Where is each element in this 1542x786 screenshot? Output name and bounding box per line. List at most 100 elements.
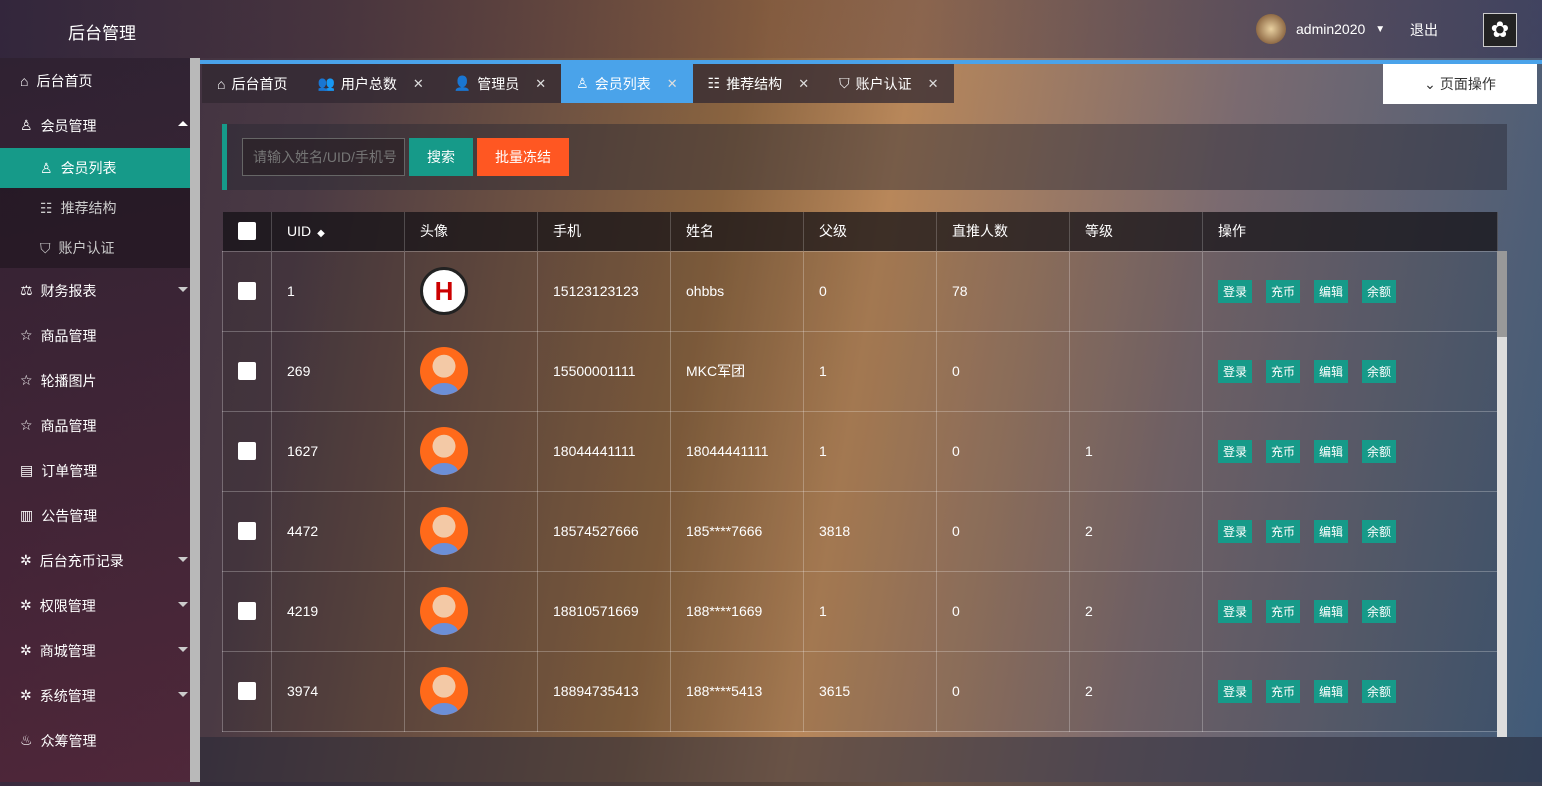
sidebar-item-label: 众筹管理	[40, 732, 97, 749]
row-checkbox[interactable]	[238, 362, 256, 381]
main-area: ⌂ 后台首页 👥 用户总数 ✕ 👤 管理员 ✕ ♙ 会员列表 ✕ ☷ 推荐结构 ✕ ⛉ 账户认证 ✕ ⌄ 页面操作…	[200, 60, 1542, 786]
actions-cell: 登录 充币 编辑 余额	[1202, 330, 1498, 412]
direct-value: 0	[952, 363, 960, 379]
action-button-3[interactable]: 余额	[1362, 519, 1397, 543]
sidebar-item[interactable]: ☆ 商品管理	[0, 403, 190, 448]
sidebar-item[interactable]: ♙ 会员管理	[0, 103, 190, 148]
action-button-3[interactable]: 余额	[1362, 679, 1397, 703]
action-button-0[interactable]: 登录	[1218, 439, 1253, 463]
chevron-down-icon	[178, 557, 188, 567]
action-button-3[interactable]: 余额	[1362, 359, 1397, 383]
action-button-2[interactable]: 编辑	[1314, 279, 1349, 303]
sidebar-item[interactable]: ✲ 系统管理	[0, 673, 190, 718]
close-icon[interactable]: ✕	[412, 75, 424, 91]
sidebar-subitem[interactable]: ♙ 会员列表	[0, 148, 190, 188]
actions-cell: 登录 充币 编辑 余额	[1202, 410, 1498, 492]
sort-icon[interactable]: ◆	[317, 228, 325, 240]
flower-logo-icon[interactable]: ✿	[1483, 13, 1517, 47]
sidebar-subitem-icon: ⛉	[40, 239, 51, 256]
action-button-2[interactable]: 编辑	[1314, 359, 1349, 383]
action-button-0[interactable]: 登录	[1218, 279, 1253, 303]
checkbox-cell	[222, 570, 272, 652]
batch-freeze-button[interactable]: 批量冻结	[477, 138, 569, 176]
tab-2[interactable]: 👤 管理员 ✕	[439, 64, 561, 103]
direct-value: 0	[952, 603, 960, 619]
action-button-1[interactable]: 充币	[1266, 359, 1301, 383]
uid-value: 4472	[287, 523, 319, 539]
page-operations-button[interactable]: ⌄ 页面操作	[1383, 64, 1537, 104]
phone-value: 15123123123	[553, 283, 639, 299]
sidebar-item[interactable]: ▥ 公告管理	[0, 493, 190, 538]
action-button-2[interactable]: 编辑	[1314, 599, 1349, 623]
close-icon[interactable]: ✕	[927, 75, 939, 91]
scroll-thumb[interactable]	[1497, 251, 1507, 337]
action-button-0[interactable]: 登录	[1218, 519, 1253, 543]
search-input[interactable]	[242, 138, 405, 176]
action-button-2[interactable]: 编辑	[1314, 519, 1349, 543]
sidebar-item[interactable]: ⚖ 财务报表	[0, 268, 190, 313]
direct-cell: 0	[936, 410, 1070, 492]
action-button-1[interactable]: 充币	[1266, 519, 1301, 543]
action-button-0[interactable]: 登录	[1218, 359, 1253, 383]
tab-5[interactable]: ⛉ 账户认证 ✕	[824, 64, 953, 103]
sidebar-item-icon: ✲	[20, 552, 32, 568]
row-checkbox[interactable]	[238, 682, 256, 701]
avatar	[420, 587, 468, 635]
row-checkbox[interactable]	[238, 602, 256, 621]
sidebar-item[interactable]: ▤ 订单管理	[0, 448, 190, 493]
search-button[interactable]: 搜索	[409, 138, 473, 176]
sidebar-subitem[interactable]: ☷ 推荐结构	[0, 188, 190, 228]
action-button-2[interactable]: 编辑	[1314, 679, 1349, 703]
tab-0[interactable]: ⌂ 后台首页	[202, 64, 302, 103]
action-button-3[interactable]: 余额	[1362, 279, 1397, 303]
action-button-1[interactable]: 充币	[1266, 679, 1301, 703]
action-button-2[interactable]: 编辑	[1314, 439, 1349, 463]
sidebar-item-icon: ⌂	[20, 72, 29, 89]
action-button-3[interactable]: 余额	[1362, 439, 1397, 463]
user-menu[interactable]: admin2020 ▼	[1256, 14, 1385, 44]
row-checkbox[interactable]	[238, 282, 256, 301]
select-all-checkbox[interactable]	[237, 222, 256, 241]
action-button-1[interactable]: 充币	[1266, 599, 1301, 623]
logout-link[interactable]: 退出	[1410, 22, 1438, 38]
column-header[interactable]: UID ◆	[271, 212, 405, 251]
phone-value: 18044441111	[553, 443, 636, 459]
row-checkbox[interactable]	[238, 442, 256, 461]
sidebar-item-icon: ☆	[20, 417, 33, 433]
action-button-0[interactable]: 登录	[1218, 599, 1253, 623]
page-operations-label: 页面操作	[1439, 76, 1496, 92]
sidebar-item[interactable]: ⌂ 后台首页	[0, 58, 190, 103]
sidebar-item[interactable]: ✲ 后台充币记录	[0, 538, 190, 583]
phone-cell: 15500001111	[537, 330, 671, 412]
table-scrollbar[interactable]	[1497, 251, 1507, 737]
sidebar-item[interactable]: ✲ 权限管理	[0, 583, 190, 628]
column-header: 等级	[1069, 212, 1203, 251]
sidebar-subitem-label: 会员列表	[60, 160, 117, 176]
sidebar-item[interactable]: ✲ 商城管理	[0, 628, 190, 673]
name-cell: ohbbs	[670, 250, 804, 332]
sidebar-item[interactable]: ☆ 轮播图片	[0, 358, 190, 403]
sidebar-item-icon: ▤	[20, 462, 34, 478]
sidebar-item[interactable]: ♨ 众筹管理	[0, 718, 190, 763]
action-button-0[interactable]: 登录	[1218, 679, 1253, 703]
action-button-3[interactable]: 余额	[1362, 599, 1397, 623]
table-row: 4472 18574527666 185****7666 3818 0 2 登录 充币 编辑 余额	[222, 490, 1498, 572]
sidebar-item-label: 系统管理	[39, 687, 96, 704]
tab-3[interactable]: ♙ 会员列表 ✕	[561, 64, 693, 103]
action-button-1[interactable]: 充币	[1266, 279, 1301, 303]
close-icon[interactable]: ✕	[666, 75, 678, 91]
tab-icon: 👥	[317, 75, 335, 91]
close-icon[interactable]: ✕	[535, 75, 547, 91]
row-checkbox[interactable]	[238, 522, 256, 541]
tab-4[interactable]: ☷ 推荐结构 ✕	[693, 64, 824, 103]
uid-cell: 4472	[271, 490, 405, 572]
column-header-label: 直推人数	[952, 223, 1008, 240]
parent-cell: 0	[803, 250, 937, 332]
action-button-1[interactable]: 充币	[1266, 439, 1301, 463]
close-icon[interactable]: ✕	[798, 75, 810, 91]
sidebar-item[interactable]: ☆ 商品管理	[0, 313, 190, 358]
sidebar-scrollbar[interactable]	[190, 58, 200, 782]
level-cell: 2	[1069, 490, 1203, 572]
sidebar-subitem[interactable]: ⛉ 账户认证	[0, 228, 190, 268]
tab-1[interactable]: 👥 用户总数 ✕	[302, 64, 438, 103]
